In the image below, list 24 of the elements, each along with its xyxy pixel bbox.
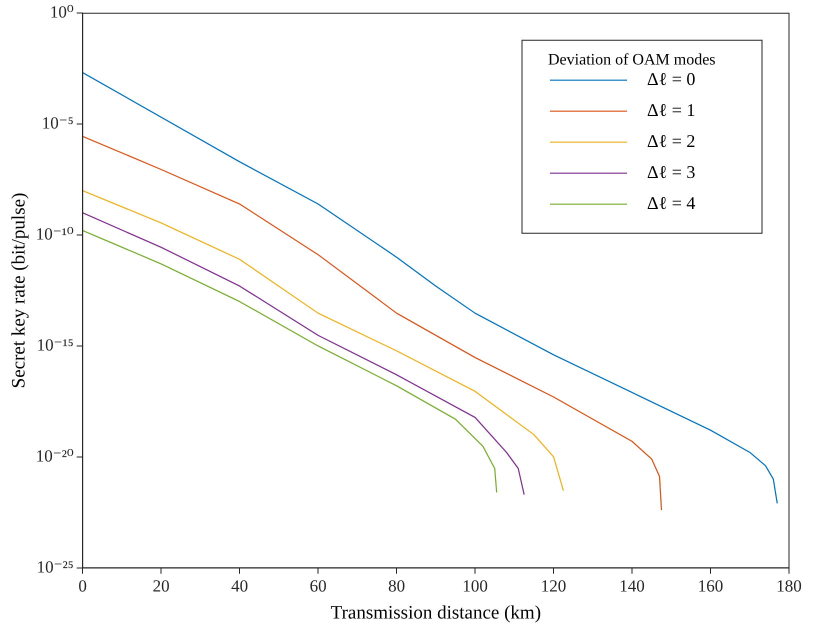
x-tick-label: 0 [78, 576, 87, 596]
x-tick-label: 40 [231, 576, 248, 596]
legend-label: Δℓ = 1 [647, 100, 696, 120]
legend-label: Δℓ = 2 [647, 130, 696, 151]
legend-label: Δℓ = 3 [647, 162, 696, 182]
y-tick-label: 10⁻⁵ [42, 114, 74, 133]
x-tick-label: 140 [619, 576, 645, 596]
y-tick-label: 10⁻¹⁰ [36, 224, 74, 244]
y-tick-label: 10⁻¹⁵ [36, 335, 74, 354]
y-axis-title: Secret key rate (bit/pulse) [8, 192, 30, 388]
y-tick-label: 10⁰ [50, 2, 74, 22]
legend-title: Deviation of OAM modes [548, 51, 716, 68]
x-tick-label: 180 [776, 576, 802, 596]
y-tick-label: 10⁻²⁰ [36, 446, 74, 466]
x-tick-label: 160 [698, 576, 724, 596]
y-tick-label: 10⁻²⁵ [36, 557, 74, 576]
x-tick-label: 20 [152, 576, 170, 596]
legend-label: Δℓ = 4 [647, 192, 696, 213]
x-tick-label: 120 [540, 576, 566, 596]
x-axis-title: Transmission distance (km) [330, 602, 542, 624]
x-tick-label: 100 [462, 576, 488, 596]
legend-label: Δℓ = 0 [647, 68, 696, 89]
x-tick-label: 80 [388, 576, 406, 596]
x-tick-label: 60 [310, 576, 327, 596]
